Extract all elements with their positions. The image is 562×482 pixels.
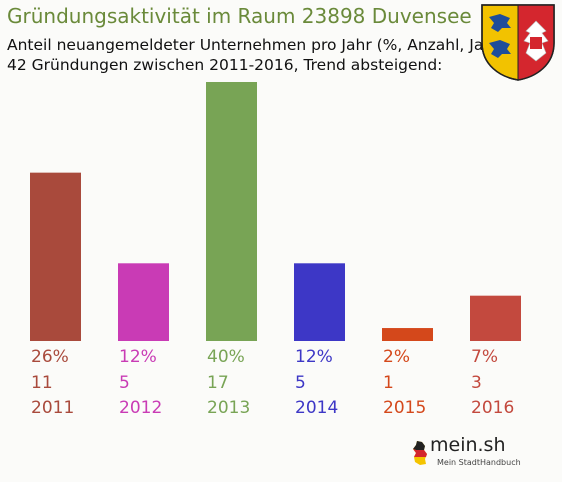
bar-2013 bbox=[206, 82, 257, 341]
year-label-2014: 2014 bbox=[295, 398, 339, 418]
percent-label-2015: 2% bbox=[383, 347, 410, 367]
percent-label-2011: 26% bbox=[31, 347, 69, 367]
count-label-2011: 11 bbox=[31, 373, 53, 393]
year-label-2011: 2011 bbox=[31, 398, 75, 418]
count-label-2014: 5 bbox=[295, 373, 306, 393]
percent-label-2016: 7% bbox=[471, 347, 498, 367]
mein-sh-logo: mein.sh Mein StadtHandbuch bbox=[410, 434, 521, 474]
percent-label-2013: 40% bbox=[207, 347, 245, 367]
bar-2015 bbox=[382, 328, 433, 341]
count-label-2016: 3 bbox=[471, 373, 482, 393]
year-label-2015: 2015 bbox=[383, 398, 427, 418]
bar-chart bbox=[30, 82, 521, 341]
year-label-2012: 2012 bbox=[119, 398, 163, 418]
count-label-2012: 5 bbox=[119, 373, 130, 393]
year-label-2016: 2016 bbox=[471, 398, 515, 418]
bar-2014 bbox=[294, 263, 345, 341]
chart-subtitle: Anteil neuangemeldeter Unternehmen pro J… bbox=[7, 35, 506, 75]
chart-title: Gründungsaktivität im Raum 23898 Duvense… bbox=[7, 4, 472, 28]
subtitle-line-1: Anteil neuangemeldeter Unternehmen pro J… bbox=[7, 36, 506, 54]
percent-label-2014: 12% bbox=[295, 347, 333, 367]
subtitle-line-2: 42 Gründungen zwischen 2011-2016, Trend … bbox=[7, 56, 443, 74]
logo-tagline: Mein StadtHandbuch bbox=[437, 458, 521, 467]
year-label-2013: 2013 bbox=[207, 398, 251, 418]
count-label-2015: 1 bbox=[383, 373, 394, 393]
germany-map-icon bbox=[413, 441, 427, 465]
logo-brand: mein.sh bbox=[430, 434, 506, 456]
count-label-2013: 17 bbox=[207, 373, 229, 393]
percent-label-2012: 12% bbox=[119, 347, 157, 367]
schleswig-holstein-crest-icon bbox=[481, 4, 555, 81]
bar-2016 bbox=[470, 295, 521, 341]
bar-2011 bbox=[30, 172, 81, 341]
bar-2012 bbox=[118, 263, 169, 341]
